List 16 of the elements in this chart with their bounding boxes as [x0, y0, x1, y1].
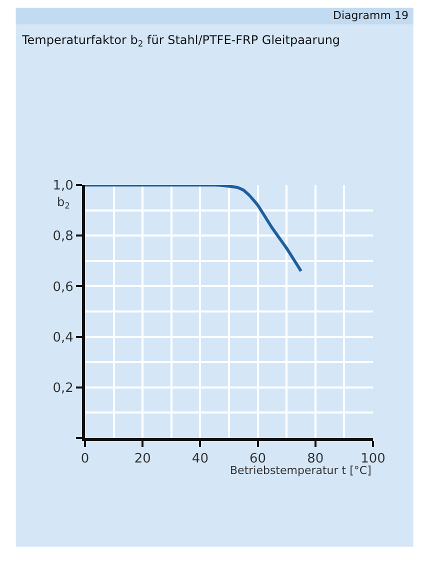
- x-tick-label: 20: [134, 452, 151, 467]
- chart-title: Temperaturfaktor b$_{2}$ für Stahl/PTFE-FRP Gleitpaarung: [21, 33, 340, 49]
- y-axis-title: b$_{2}$: [57, 195, 70, 211]
- y-tick-label: 0,2: [52, 380, 74, 396]
- x-tick-label: 40: [192, 452, 208, 467]
- y-tick-label: 0,8: [52, 229, 74, 244]
- y-tick-label: 0,4: [52, 330, 74, 346]
- x-tick-label: 0: [80, 452, 90, 467]
- x-tick-label: 100: [360, 452, 386, 467]
- y-tick-label: 0,6: [52, 280, 74, 295]
- y-tick-label: 1,0: [52, 178, 74, 194]
- x-axis-title: Betriebstemperatur t [°C]: [230, 464, 372, 477]
- line-series: [85, 185, 302, 273]
- x-tick-label: 80: [307, 452, 324, 467]
- text: Diagramm 19: [333, 9, 408, 22]
- x-tick-label: 60: [250, 452, 266, 467]
